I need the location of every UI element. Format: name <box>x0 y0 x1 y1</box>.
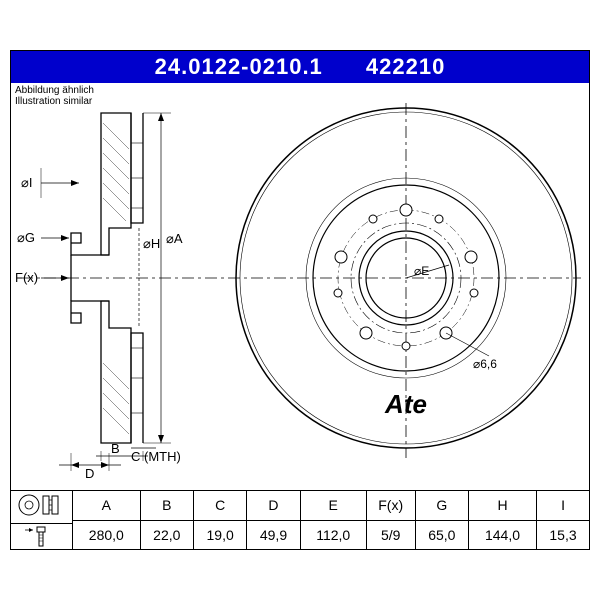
table-header-row: A B C D E F(x) G H I <box>73 491 589 520</box>
ate-logo: Ate <box>384 389 427 419</box>
val-G: 65,0 <box>415 520 468 549</box>
col-D: D <box>247 491 300 520</box>
technical-drawing-svg: ⌀E ⌀6,6 Ate <box>11 83 589 491</box>
val-F: 5/9 <box>366 520 415 549</box>
part-number-1: 24.0122-0210.1 <box>155 54 323 79</box>
col-B: B <box>140 491 193 520</box>
drawing-container: 24.0122-0210.1 422210 Abbildung ähnlich … <box>10 50 590 550</box>
label-diaH: ⌀H <box>143 236 160 251</box>
technical-drawing-frame: 24.0122-0210.1 422210 Abbildung ähnlich … <box>0 0 600 600</box>
col-A: A <box>73 491 140 520</box>
section-view: ⌀A ⌀H ⌀I ⌀G F(x) <box>15 113 183 481</box>
col-G: G <box>415 491 468 520</box>
label-diaG: ⌀G <box>17 230 35 245</box>
col-E: E <box>300 491 366 520</box>
val-C: 19,0 <box>193 520 246 549</box>
label-C: C (MTH) <box>131 449 181 464</box>
vent-icon-cell <box>11 491 72 524</box>
label-B: B <box>111 441 120 456</box>
val-E: 112,0 <box>300 520 366 549</box>
label-diaI: ⌀I <box>21 175 32 190</box>
part-number-2: 422210 <box>366 54 445 79</box>
dimension-table: A B C D E F(x) G H I 280,0 22,0 19,0 49,… <box>11 490 589 549</box>
col-C: C <box>193 491 246 520</box>
bolt-icon-cell <box>11 524 72 556</box>
dimensions-data-table: A B C D E F(x) G H I 280,0 22,0 19,0 49,… <box>73 491 589 549</box>
table-value-row: 280,0 22,0 19,0 49,9 112,0 5/9 65,0 144,… <box>73 520 589 549</box>
col-H: H <box>468 491 536 520</box>
drawing-area: ⌀E ⌀6,6 Ate <box>11 83 589 493</box>
val-B: 22,0 <box>140 520 193 549</box>
col-F: F(x) <box>366 491 415 520</box>
label-Fx: F(x) <box>15 270 38 285</box>
label-diaE: ⌀E <box>414 264 429 278</box>
col-I: I <box>537 491 589 520</box>
val-D: 49,9 <box>247 520 300 549</box>
label-dia66: ⌀6,6 <box>473 357 497 371</box>
table-icon-column <box>11 491 73 549</box>
val-I: 15,3 <box>537 520 589 549</box>
val-A: 280,0 <box>73 520 140 549</box>
label-D: D <box>85 466 94 481</box>
label-diaA: ⌀A <box>166 231 183 246</box>
header-bar: 24.0122-0210.1 422210 <box>11 51 589 83</box>
vented-disc-icon <box>11 491 71 518</box>
bolt-icon <box>11 524 71 551</box>
val-H: 144,0 <box>468 520 536 549</box>
